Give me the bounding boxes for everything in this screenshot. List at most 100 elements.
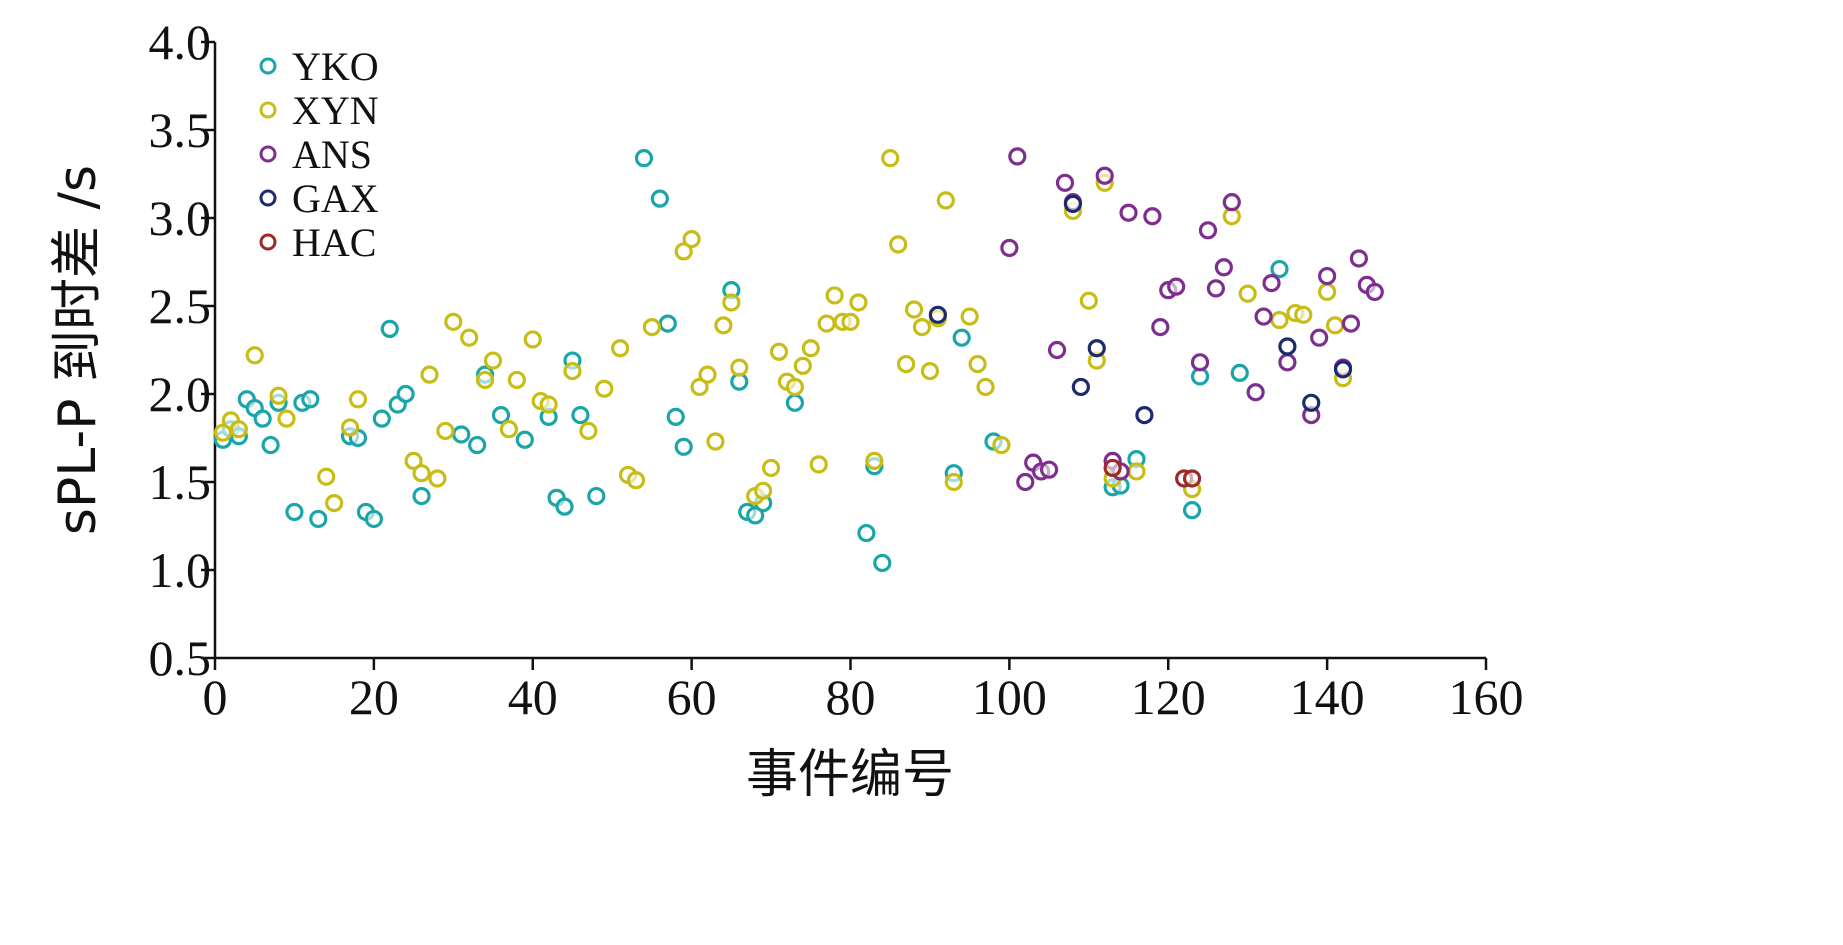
legend-marker-ans — [259, 145, 277, 163]
data-point-gax — [1302, 393, 1321, 412]
data-point-ans — [1254, 307, 1273, 326]
data-point-gax — [1071, 377, 1090, 397]
data-point-ans — [1151, 318, 1170, 337]
data-point-xyn — [865, 451, 884, 470]
legend-marker-yko — [259, 57, 277, 75]
data-point-xyn — [1270, 310, 1289, 330]
legend-label-xyn: XYN — [292, 88, 379, 133]
data-point-ans — [1318, 266, 1337, 286]
y-tick-label: 1.0 — [149, 542, 212, 598]
data-point-xyn — [889, 235, 908, 254]
data-point-xyn — [404, 451, 423, 470]
data-point-xyn — [428, 469, 447, 488]
data-point-ans — [1365, 282, 1384, 302]
data-point-xyn — [809, 455, 828, 474]
data-point-yko — [952, 328, 971, 347]
x-tick-label: 100 — [972, 669, 1047, 725]
data-point-xyn — [245, 346, 264, 365]
data-point-xyn — [523, 330, 542, 349]
data-point-xyn — [841, 312, 860, 331]
x-tick-label: 80 — [826, 669, 876, 725]
data-points — [213, 147, 1384, 573]
data-point-xyn — [325, 494, 344, 513]
data-point-xyn — [754, 481, 773, 500]
data-point-xyn — [475, 370, 495, 390]
data-point-yko — [587, 486, 606, 506]
data-point-xyn — [460, 328, 479, 347]
data-point-xyn — [920, 362, 940, 381]
data-point-yko — [309, 509, 328, 529]
x-tick-label: 0 — [203, 669, 228, 725]
data-point-xyn — [563, 362, 582, 381]
data-point-yko — [364, 509, 383, 529]
data-point-ans — [1167, 277, 1186, 296]
data-point-xyn — [992, 435, 1011, 455]
data-point-ans — [1246, 383, 1265, 402]
data-point-yko — [571, 406, 590, 425]
data-point-yko — [396, 384, 415, 404]
data-point-yko — [491, 406, 511, 425]
data-point-xyn — [1318, 282, 1337, 302]
data-point-xyn — [317, 467, 336, 486]
y-tick-label: 3.0 — [149, 190, 212, 246]
data-point-yko — [1270, 259, 1289, 279]
data-point-yko — [1182, 501, 1202, 520]
data-point-xyn — [595, 379, 614, 398]
x-tick-label: 160 — [1449, 669, 1524, 725]
data-point-yko — [785, 393, 804, 412]
x-tick-label: 60 — [667, 669, 717, 725]
data-point-ans — [1047, 340, 1067, 360]
legend-marker-gax — [259, 189, 277, 207]
data-point-yko — [412, 486, 431, 506]
y-tick-label: 3.5 — [149, 102, 212, 158]
data-point-xyn — [642, 318, 662, 337]
data-point-ans — [1055, 173, 1075, 192]
data-point-gax — [1278, 337, 1297, 356]
x-axis-title: 事件编号 — [746, 745, 954, 805]
series-hac — [1103, 458, 1202, 488]
data-point-yko — [372, 409, 391, 428]
data-point-yko — [650, 189, 669, 208]
data-point-xyn — [960, 307, 979, 326]
data-point-xyn — [904, 300, 924, 319]
data-point-xyn — [1325, 316, 1345, 335]
legend-label-ans: ANS — [292, 132, 372, 177]
data-point-xyn — [674, 242, 693, 261]
legend-label-yko: YKO — [292, 44, 379, 89]
data-point-xyn — [897, 354, 916, 374]
data-point-xyn — [730, 358, 749, 377]
data-point-xyn — [499, 420, 519, 439]
data-point-yko — [253, 409, 272, 428]
data-point-yko — [301, 390, 320, 409]
data-point-ans — [1341, 314, 1361, 333]
data-point-xyn — [817, 314, 836, 333]
data-point-yko — [555, 497, 574, 516]
data-point-ans — [1039, 460, 1059, 479]
data-point-xyn — [1079, 291, 1098, 310]
data-point-xyn — [340, 418, 360, 437]
data-point-ans — [1262, 274, 1281, 293]
data-point-yko — [261, 435, 280, 455]
data-point-yko — [746, 506, 765, 525]
data-point-xyn — [698, 365, 717, 384]
data-point-hac — [1182, 469, 1202, 488]
data-point-yko — [285, 502, 304, 522]
data-point-yko — [634, 149, 654, 168]
data-point-ans — [1214, 258, 1233, 277]
data-point-yko — [380, 319, 399, 338]
data-point-yko — [674, 437, 693, 456]
data-point-gax — [1063, 194, 1083, 214]
data-point-xyn — [1238, 284, 1257, 303]
data-point-xyn — [714, 316, 733, 335]
x-tick-label: 140 — [1290, 669, 1365, 725]
data-point-xyn — [611, 339, 630, 358]
y-ticks: 0.5 1.0 1.5 2.0 2.5 3.0 3.5 4.0 — [149, 14, 215, 686]
data-point-xyn — [793, 356, 812, 375]
y-tick-label: 0.5 — [149, 630, 212, 686]
data-point-hac — [1103, 458, 1122, 478]
data-point-ans — [1000, 238, 1019, 258]
data-point-gax — [1333, 360, 1353, 379]
data-point-gax — [928, 305, 947, 324]
